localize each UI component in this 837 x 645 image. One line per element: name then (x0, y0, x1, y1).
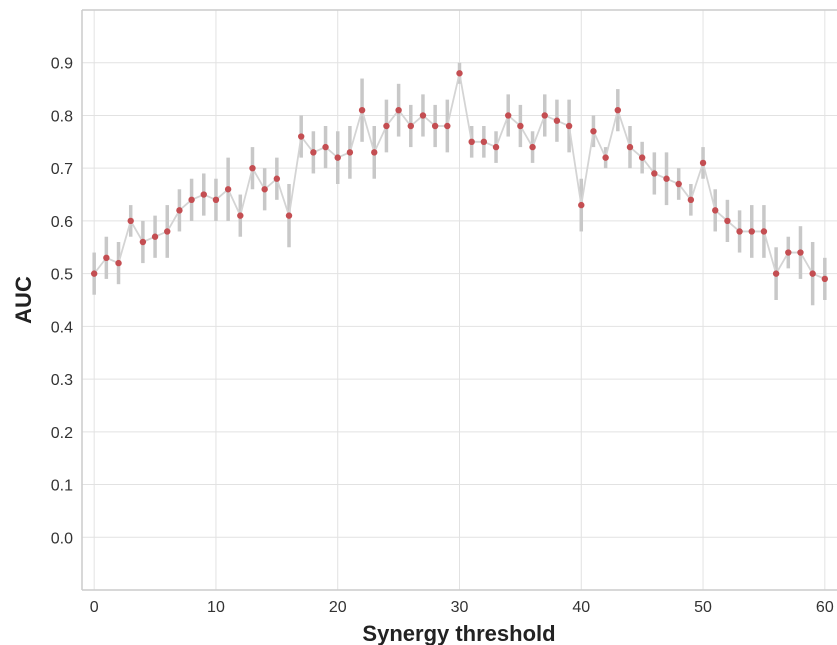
data-point (614, 106, 622, 114)
data-point (651, 170, 658, 177)
x-tick-label: 20 (329, 599, 347, 616)
data-point (139, 238, 147, 246)
data-point (188, 196, 195, 204)
data-point (724, 217, 731, 225)
data-point (407, 122, 414, 130)
data-point (578, 201, 585, 209)
y-tick-labels: 0.0 0.1 0.2 0.3 0.4 0.5 0.6 0.7 0.8 0.9 (51, 56, 73, 548)
data-point (736, 228, 743, 235)
x-tick-label: 40 (572, 599, 590, 616)
data-point (90, 270, 98, 277)
y-tick-label: 0.8 (51, 108, 73, 125)
data-point (456, 70, 463, 77)
y-tick-label: 0.0 (51, 530, 73, 547)
data-point (809, 270, 816, 277)
y-tick-label: 0.7 (51, 161, 73, 178)
data-points (90, 70, 829, 283)
data-point (760, 228, 768, 235)
data-point (127, 217, 134, 225)
data-point (261, 186, 268, 193)
data-point (821, 275, 829, 283)
x-tick-label: 30 (451, 599, 469, 616)
data-point (334, 154, 341, 161)
data-point (151, 233, 159, 240)
data-point (322, 143, 329, 151)
plot-frame (81, 9, 837, 591)
x-tick-label: 10 (207, 599, 225, 616)
data-point (687, 196, 695, 204)
data-point (346, 149, 354, 156)
data-point (553, 117, 561, 124)
data-point (395, 106, 402, 114)
data-point (590, 128, 597, 135)
data-point (541, 112, 548, 119)
data-point (529, 143, 536, 151)
data-point (285, 212, 293, 219)
data-point (663, 175, 670, 182)
x-tick-labels: 0 10 20 30 40 50 60 (90, 599, 834, 616)
data-point (273, 175, 281, 182)
data-point (638, 154, 646, 161)
data-point (237, 212, 244, 219)
data-point (115, 259, 122, 267)
data-point (772, 270, 780, 277)
y-tick-label: 0.9 (51, 56, 73, 73)
data-point (505, 112, 512, 119)
x-tick-label: 60 (816, 599, 834, 616)
data-point (797, 249, 804, 256)
data-point (444, 122, 451, 130)
y-tick-label: 0.1 (51, 478, 73, 495)
data-point (492, 143, 500, 151)
data-point (419, 112, 427, 119)
data-point (468, 138, 475, 146)
data-point (602, 154, 609, 161)
data-point (297, 133, 305, 140)
data-point (358, 106, 366, 114)
y-tick-label: 0.4 (51, 319, 73, 336)
x-tick-label: 0 (90, 599, 99, 616)
data-point (565, 122, 573, 130)
y-tick-label: 0.3 (51, 372, 73, 389)
data-point (383, 122, 390, 130)
x-tick-label: 50 (694, 599, 712, 616)
y-axis-title: AUC (11, 276, 36, 324)
data-point (371, 149, 378, 156)
data-point (712, 207, 719, 214)
data-point (310, 149, 317, 156)
data-point (480, 138, 488, 146)
y-tick-label: 0.2 (51, 425, 73, 442)
data-point (212, 196, 220, 204)
data-point (675, 180, 682, 188)
y-tick-label: 0.6 (51, 214, 73, 231)
data-point (224, 186, 232, 193)
data-point (785, 249, 792, 256)
data-point (164, 228, 171, 235)
data-point (249, 164, 256, 172)
y-tick-label: 0.5 (51, 267, 73, 284)
data-point (699, 159, 707, 167)
data-point (103, 254, 110, 262)
data-point (748, 228, 755, 235)
grid-lines (82, 10, 837, 590)
data-point (626, 143, 634, 151)
x-axis-title: Synergy threshold (362, 621, 555, 645)
data-point (517, 122, 524, 130)
data-point (200, 191, 207, 198)
data-point (176, 207, 183, 214)
data-point (431, 122, 439, 130)
